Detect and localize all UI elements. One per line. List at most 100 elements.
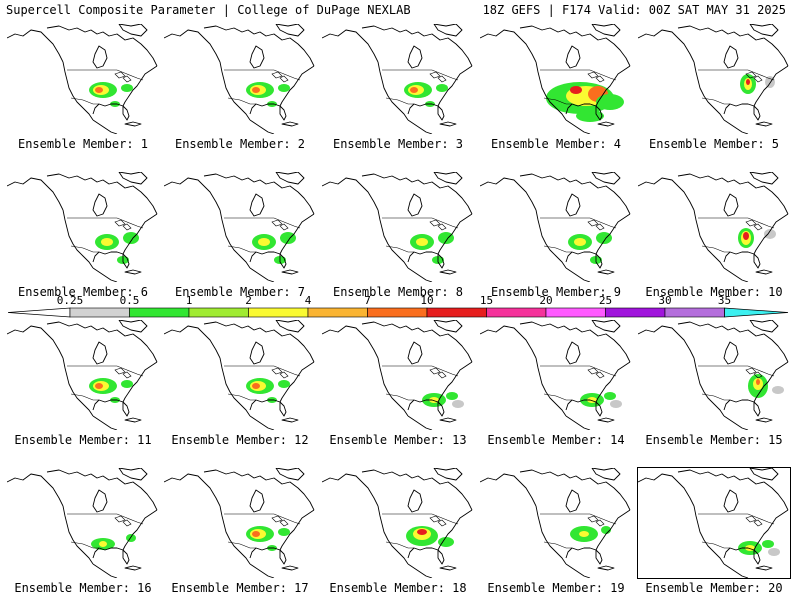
ensemble-member-label: Ensemble Member: 2: [174, 137, 306, 151]
ensemble-member-label: Ensemble Member: 9: [490, 285, 622, 299]
coastline: [377, 61, 409, 121]
coastline: [407, 193, 423, 217]
coastline: [753, 509, 789, 551]
coastline: [723, 119, 749, 134]
political-border: [437, 371, 447, 379]
coastline: [638, 177, 695, 211]
coastline: [122, 361, 158, 403]
political-border: [543, 97, 572, 105]
colorbar-segment: [426, 307, 487, 318]
coastline: [92, 45, 108, 69]
coastline: [203, 25, 315, 67]
scp-shading: [121, 380, 133, 388]
coastline: [279, 361, 315, 403]
coastline: [62, 209, 94, 269]
political-border: [595, 519, 605, 527]
political-border: [224, 365, 301, 377]
coastline: [595, 253, 603, 269]
political-border: [224, 513, 301, 525]
scp-shading: [101, 238, 113, 246]
political-border: [67, 69, 144, 81]
coastline: [519, 173, 631, 215]
coastline: [361, 173, 473, 215]
coastline: [122, 105, 130, 121]
coastline: [595, 361, 631, 403]
coastline: [439, 417, 457, 423]
political-border: [701, 97, 730, 105]
political-border: [595, 371, 605, 379]
coastline: [407, 399, 439, 411]
coastline: [749, 172, 779, 185]
coastline: [597, 565, 615, 571]
ensemble-member-label: Ensemble Member: 15: [645, 433, 783, 447]
coastline: [437, 549, 445, 565]
coastline: [753, 549, 761, 565]
coastline: [693, 505, 725, 565]
scp-shading: [126, 534, 136, 542]
coastline: [164, 29, 221, 63]
scp-shading: [278, 84, 290, 92]
political-border: [227, 245, 256, 253]
coastline: [249, 251, 281, 263]
coastline: [480, 29, 537, 63]
colorbar-segment: [605, 307, 666, 318]
coastline: [437, 213, 473, 255]
scp-shading: [258, 238, 270, 246]
coastline: [407, 45, 423, 69]
political-border: [70, 245, 99, 253]
coastline: [749, 320, 779, 333]
ensemble-member-label: Ensemble Member: 20: [645, 581, 783, 595]
coastline: [595, 401, 603, 417]
coastline: [62, 61, 94, 121]
colorbar-tick-label: 7: [364, 294, 371, 307]
political-border: [227, 541, 256, 549]
political-border: [437, 75, 447, 83]
coastline: [279, 549, 287, 565]
coastline: [249, 193, 265, 217]
coastline: [92, 563, 118, 578]
colorbar-segment: [188, 307, 249, 318]
political-border: [701, 393, 730, 401]
coastline: [723, 341, 739, 365]
coastline: [92, 267, 118, 282]
ensemble-member-label: Ensemble Member: 14: [487, 433, 625, 447]
political-border: [382, 513, 459, 525]
colorbar-tick-label: 0.25: [57, 294, 84, 307]
political-border: [271, 515, 283, 523]
scp-shading: [438, 232, 454, 244]
political-border: [698, 513, 775, 525]
coastline: [281, 417, 299, 423]
coastline: [322, 29, 379, 63]
scp-shading: [610, 400, 622, 408]
coastline: [377, 209, 409, 269]
colorbar-segment: [69, 307, 130, 318]
coastline: [595, 549, 603, 565]
colorbar-tick-label: 1: [186, 294, 193, 307]
coastline: [638, 325, 695, 359]
coastline: [279, 253, 287, 269]
coastline: [565, 547, 597, 559]
map-svg: [7, 468, 158, 578]
coastline: [597, 417, 615, 423]
political-border: [385, 97, 414, 105]
coastline: [565, 489, 581, 513]
coastline: [723, 415, 749, 430]
ensemble-member-label: Ensemble Member: 1: [17, 137, 149, 151]
coastline: [377, 505, 409, 565]
political-border: [224, 217, 301, 229]
map-svg: [638, 24, 789, 134]
ensemble-member-label: Ensemble Member: 18: [329, 581, 467, 595]
coastline: [437, 253, 445, 269]
colorbar-tick-label: 20: [539, 294, 552, 307]
ensemble-member-map: [7, 320, 159, 430]
coastline: [92, 119, 118, 134]
coastline: [62, 357, 94, 417]
coastline: [723, 193, 739, 217]
political-border: [701, 541, 730, 549]
coastline: [407, 563, 433, 578]
coastline: [7, 473, 64, 507]
political-border: [227, 97, 256, 105]
colorbar-tick-label: 10: [420, 294, 433, 307]
colorbar-segment: [486, 307, 547, 318]
political-border: [385, 245, 414, 253]
